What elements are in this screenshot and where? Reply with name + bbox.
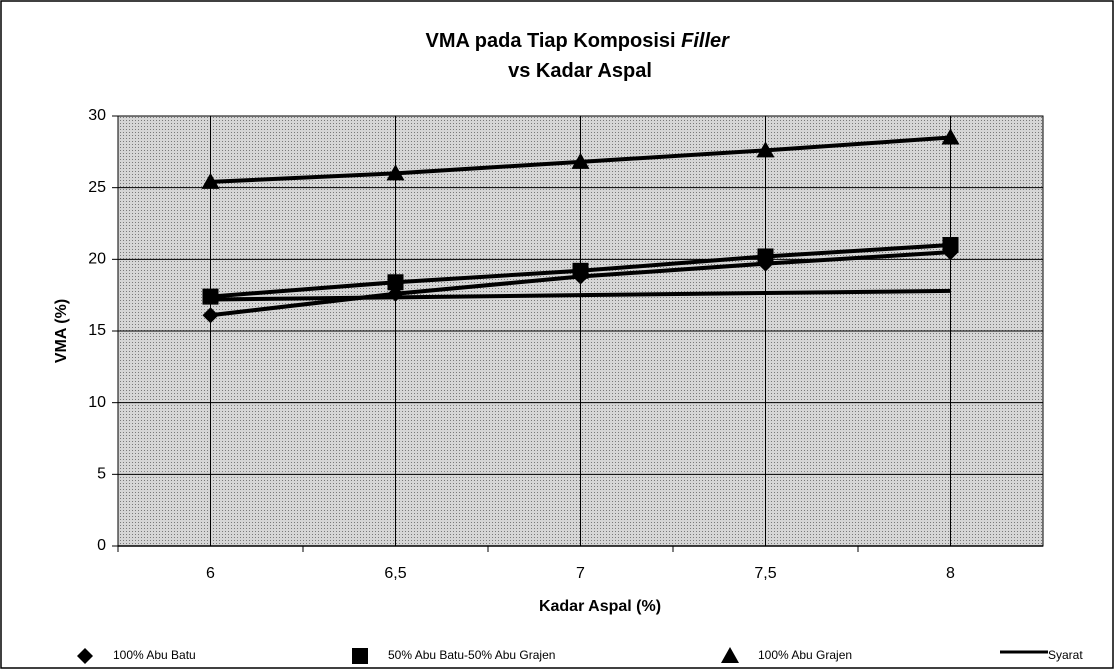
x-tick-label: 8 [946,565,955,582]
legend-label: Syarat [1048,648,1083,662]
y-tick-label: 5 [97,466,106,483]
marker [941,128,960,145]
marker [756,141,775,158]
marker [386,164,405,181]
title-part: Filler [681,30,730,52]
y-axis-label: VMA (%) [53,299,70,363]
legend-swatch [77,648,93,664]
marker [201,172,220,189]
legend-label: 50% Abu Batu-50% Abu Grajen [388,648,555,662]
x-tick-label: 6 [206,565,215,582]
x-axis-label: Kadar Aspal (%) [539,598,661,615]
legend-label: 100% Abu Grajen [758,648,852,662]
marker [202,288,219,305]
y-tick-label: 15 [88,322,106,339]
legend-swatch [721,647,739,663]
x-tick-label: 7,5 [754,565,776,582]
marker [202,307,219,324]
legend-label: 100% Abu Batu [113,648,196,662]
title-part: vs Kadar Aspal [508,60,652,82]
series-line [210,288,951,302]
legend-swatch [352,648,368,664]
y-tick-label: 30 [88,107,106,124]
chart-title: VMA pada Tiap Komposisi Filler vs Kadar … [426,30,735,82]
marker [571,152,590,169]
marker [387,274,404,291]
marker [757,248,774,265]
y-tick-label: 10 [88,394,106,411]
x-tick-label: 7 [576,565,585,582]
y-tick-label: 20 [88,251,106,268]
marker [572,262,589,279]
x-tick-label: 6,5 [384,565,406,582]
y-tick-label: 25 [88,179,106,196]
marker [942,237,959,253]
title-part: VMA pada Tiap Komposisi [426,30,682,52]
y-tick-label: 0 [97,537,106,554]
